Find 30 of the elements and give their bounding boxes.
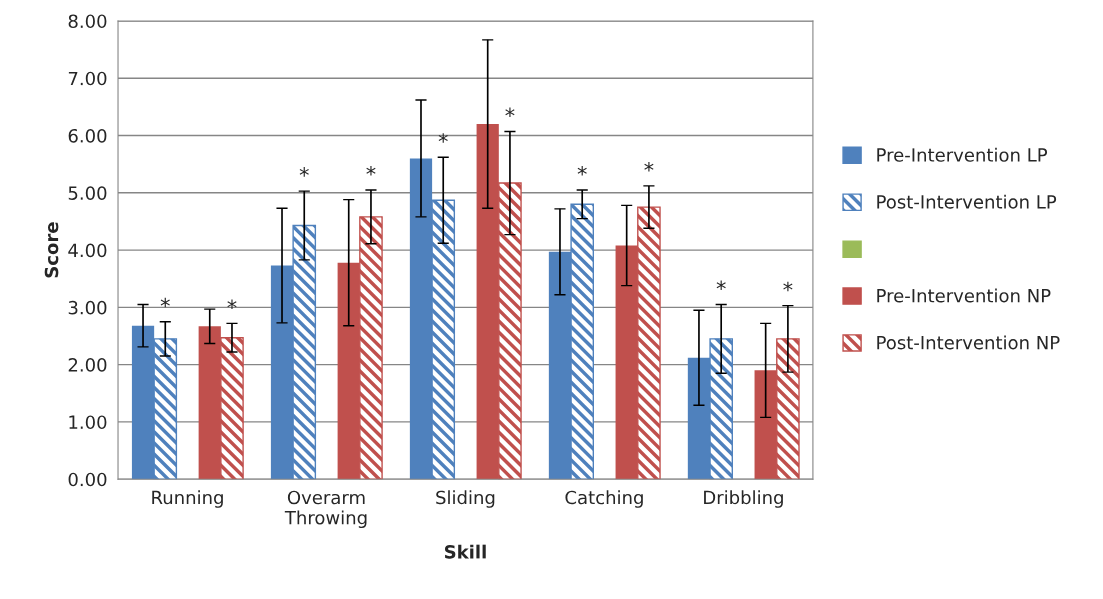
data-label: * [160,297,170,308]
y-axis-title: Score [44,222,59,278]
y-tick-label: 7.00 [68,71,107,86]
data-label: * [783,281,793,292]
data-label: * [577,165,587,176]
legend-label: Post-Intervention NP [877,335,1060,350]
data-label: * [227,299,237,309]
y-tick-label: 0.00 [68,472,107,487]
legend-label: Pre-Intervention LP [877,147,1048,162]
y-tick-label: 3.00 [68,300,107,315]
legend-label: Pre-Intervention NP [877,288,1051,303]
x-tick-label: Catching [565,490,643,508]
y-tick-label: 6.00 [68,128,107,143]
data-label: * [716,280,726,291]
data-label: * [644,161,654,172]
y-tick-label: 2.00 [68,358,107,372]
x-tick-label: Sliding [436,490,495,508]
data-label: * [438,133,448,143]
x-axis-title: Skill [444,544,486,559]
legend-label: Post-Intervention LP [877,194,1057,209]
data-label: * [366,165,376,176]
y-tick-label: 4.00 [68,243,107,258]
data-label: * [299,167,309,177]
data-label: * [505,107,515,118]
x-tick-label: Dribbling [704,490,783,508]
y-tick-label: 8.00 [68,14,107,29]
y-tick-label: 1.00 [69,415,107,430]
x-tick-label: Running [152,490,223,508]
y-tick-label: 5.00 [68,186,107,200]
x-tick-label: Overarm Throwing [284,490,367,528]
